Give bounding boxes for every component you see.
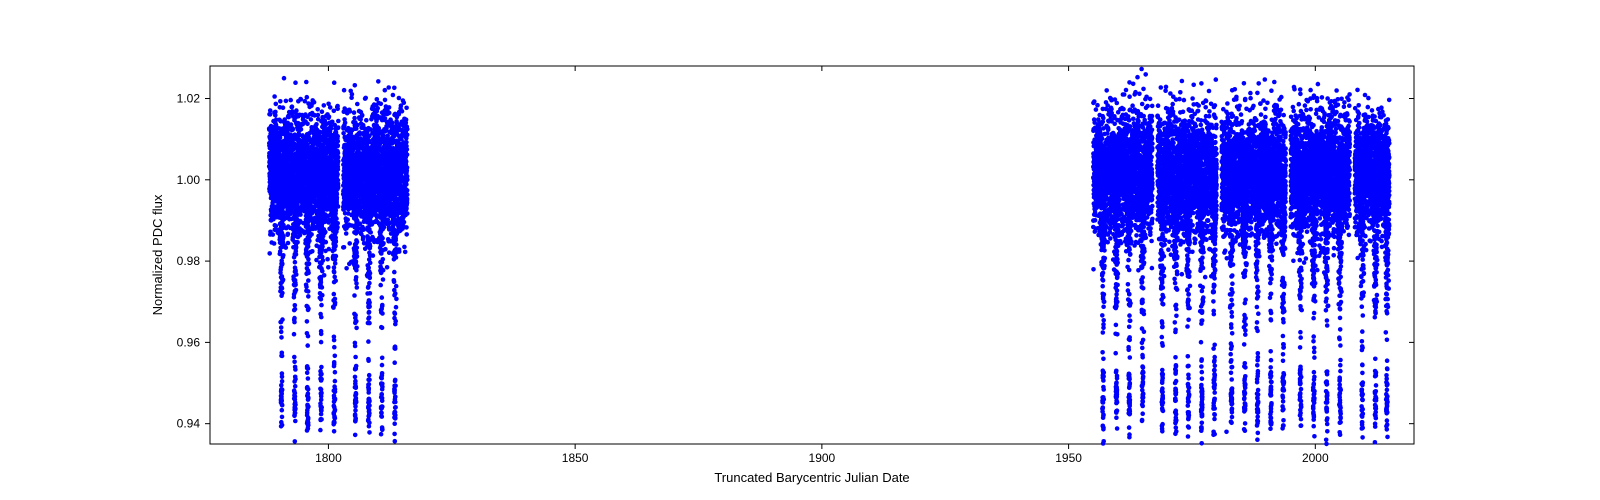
x-tick-label: 1950: [1055, 451, 1082, 465]
y-tick-label: 0.96: [177, 335, 201, 349]
y-tick-label: 0.94: [177, 417, 201, 431]
y-tick-label: 1.02: [177, 92, 201, 106]
y-tick-label: 0.98: [177, 254, 201, 268]
x-tick-label: 1850: [562, 451, 589, 465]
x-tick-label: 1800: [315, 451, 342, 465]
x-tick-label: 1900: [809, 451, 836, 465]
x-tick-label: 2000: [1302, 451, 1329, 465]
y-tick-label: 1.00: [177, 173, 201, 187]
lightcurve-plot: 1800 1850 1900 1950 2000 0.94 0.96 0.98 1.00 1.0…: [0, 0, 1600, 500]
scatter-points: [267, 67, 1392, 447]
x-axis-label: Truncated Barycentric Julian Date: [714, 470, 909, 485]
y-axis-label: Normalized PDC flux: [150, 194, 165, 315]
